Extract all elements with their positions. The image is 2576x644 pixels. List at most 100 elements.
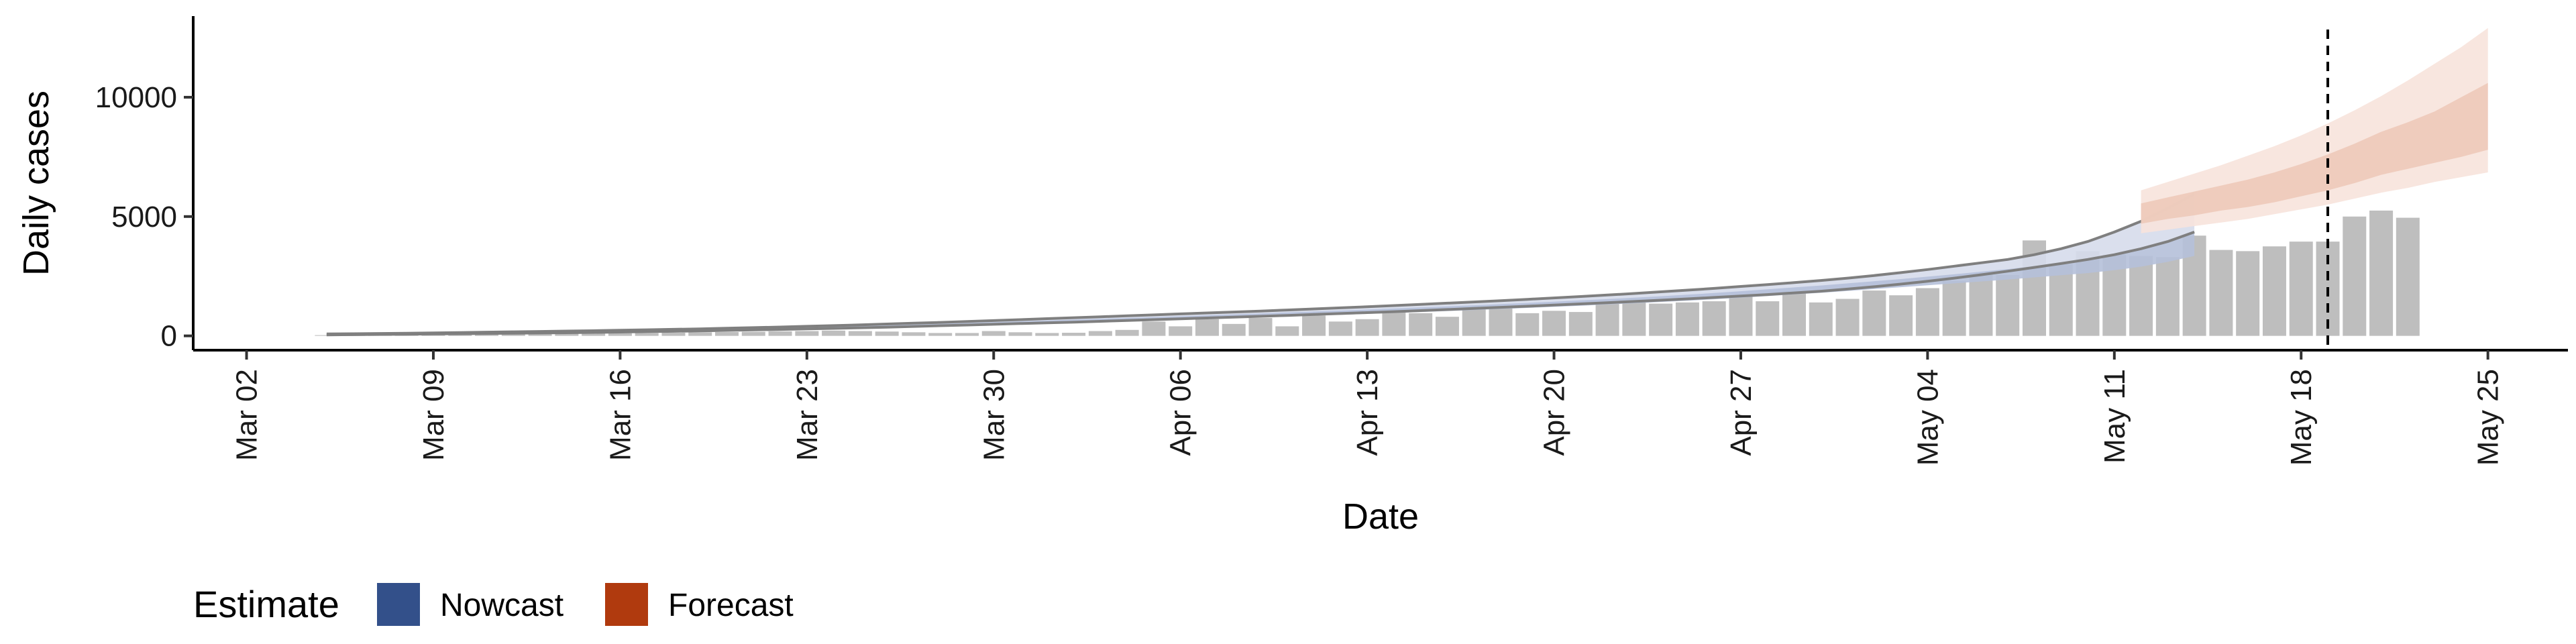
case-bar bbox=[555, 333, 579, 336]
case-bar bbox=[501, 334, 525, 336]
case-bar bbox=[822, 330, 846, 336]
case-bar bbox=[902, 332, 926, 336]
case-bar bbox=[661, 333, 686, 336]
x-tick-label: Mar 02 bbox=[231, 369, 264, 461]
case-bar bbox=[1462, 306, 1486, 336]
nowcast-upper-outline bbox=[326, 193, 2196, 335]
x-tick-label: May 18 bbox=[2285, 369, 2318, 466]
case-bar bbox=[2236, 251, 2260, 336]
case-bar bbox=[2396, 217, 2420, 336]
case-bar bbox=[1248, 317, 1273, 336]
case-bar bbox=[2129, 256, 2153, 336]
case-bar bbox=[528, 333, 552, 336]
forecast-band bbox=[2141, 28, 2488, 233]
y-tick-label: 0 bbox=[161, 320, 177, 353]
case-bar bbox=[1942, 280, 1966, 336]
case-bar bbox=[2209, 250, 2233, 336]
case-bar bbox=[928, 333, 953, 336]
case-bar bbox=[1675, 302, 1699, 336]
case-bar bbox=[1328, 321, 1352, 336]
legend-label: Forecast bbox=[668, 588, 794, 623]
case-bar bbox=[848, 331, 872, 336]
case-bar bbox=[2049, 264, 2073, 336]
case-bar bbox=[1835, 299, 1860, 336]
case-bar bbox=[1996, 274, 2020, 336]
x-tick-label: Mar 23 bbox=[791, 369, 824, 461]
case-bar bbox=[315, 335, 339, 336]
case-bar bbox=[1729, 295, 1753, 336]
case-bar bbox=[981, 331, 1006, 336]
y-axis-title: Daily cases bbox=[16, 91, 56, 276]
case-bar bbox=[448, 334, 472, 336]
plot-panel bbox=[315, 28, 2488, 350]
nowcast-band bbox=[326, 193, 2196, 337]
case-bar bbox=[1622, 299, 1646, 336]
case-bar bbox=[875, 331, 899, 336]
reported-cases-bars bbox=[315, 210, 2420, 336]
x-axis-ticks: Mar 02 Mar 09 Mar 16 Mar 23 Mar 30 Apr 06 Apr … bbox=[231, 350, 2505, 466]
case-bar bbox=[1702, 301, 1726, 336]
x-tick-label: Mar 30 bbox=[977, 369, 1010, 461]
case-bar bbox=[1568, 312, 1593, 336]
case-bar bbox=[2289, 241, 2313, 336]
case-bar bbox=[2262, 246, 2286, 336]
case-bar bbox=[1115, 329, 1139, 336]
case-bar bbox=[1756, 301, 1780, 336]
case-bar bbox=[1035, 333, 1059, 336]
case-bar bbox=[2343, 216, 2367, 336]
case-bar bbox=[1782, 288, 1807, 336]
x-tick-label: Apr 27 bbox=[1725, 369, 1758, 456]
forecast-inner-band bbox=[2141, 83, 2488, 224]
case-bar bbox=[741, 331, 765, 336]
case-bar bbox=[1969, 274, 1993, 336]
case-bar bbox=[2369, 210, 2394, 336]
case-bar bbox=[1008, 332, 1032, 336]
case-bar bbox=[1275, 326, 1299, 336]
x-tick-label: May 11 bbox=[2098, 369, 2131, 464]
axes: 0 5000 10000 Mar 02 Mar 09 Mar 16 Mar 23 Mar 3… bbox=[95, 16, 2568, 466]
nowcast-lower-outline bbox=[326, 231, 2195, 337]
case-bar bbox=[1595, 303, 1619, 336]
legend-swatch bbox=[605, 583, 648, 626]
x-axis-title: Date bbox=[1342, 496, 1419, 537]
case-bar bbox=[795, 331, 819, 336]
case-bar bbox=[1302, 315, 1326, 336]
x-tick-label: May 25 bbox=[2472, 369, 2505, 466]
x-tick-label: Mar 09 bbox=[417, 369, 450, 461]
y-axis-ticks: 0 5000 10000 bbox=[95, 81, 193, 353]
legend-title: Estimate bbox=[193, 583, 339, 625]
case-bar bbox=[2155, 257, 2180, 336]
forecast-outer-band bbox=[2141, 28, 2488, 233]
case-bar bbox=[1142, 321, 1166, 336]
case-bar bbox=[1088, 331, 1112, 336]
case-bar bbox=[688, 332, 712, 336]
case-bar bbox=[1409, 313, 1433, 336]
case-bar bbox=[1809, 302, 1833, 336]
case-bar bbox=[955, 333, 979, 336]
legend-swatch bbox=[377, 583, 420, 626]
y-tick-label: 10000 bbox=[95, 81, 177, 114]
case-bar bbox=[1355, 319, 1379, 336]
y-tick-label: 5000 bbox=[111, 201, 177, 233]
case-bar bbox=[1222, 323, 1246, 336]
case-bar bbox=[475, 334, 499, 336]
case-bar bbox=[715, 331, 739, 336]
case-bar bbox=[1542, 311, 1566, 336]
x-tick-label: Apr 13 bbox=[1351, 369, 1384, 456]
case-bar bbox=[1435, 317, 1459, 336]
case-bar bbox=[1195, 319, 1219, 336]
case-bar bbox=[1649, 303, 1673, 336]
case-bar bbox=[1915, 288, 1939, 336]
case-bar bbox=[768, 331, 792, 336]
legend-label: Nowcast bbox=[440, 588, 564, 623]
x-tick-label: Mar 16 bbox=[604, 369, 637, 461]
case-bar bbox=[1889, 295, 1913, 336]
case-bar bbox=[1062, 333, 1086, 336]
legend: Estimate Nowcast Forecast bbox=[193, 583, 794, 626]
x-tick-label: Apr 20 bbox=[1538, 369, 1571, 456]
case-bar bbox=[1169, 326, 1193, 336]
x-tick-label: May 04 bbox=[1911, 369, 1944, 466]
case-bar bbox=[608, 333, 632, 336]
x-tick-label: Apr 06 bbox=[1165, 369, 1197, 456]
case-bar bbox=[582, 333, 606, 336]
